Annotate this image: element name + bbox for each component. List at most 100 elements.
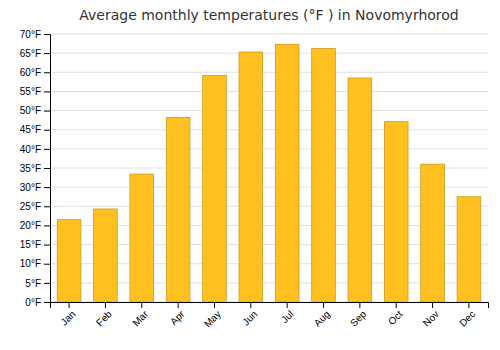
tick-mark xyxy=(323,302,324,308)
tick-mark xyxy=(44,168,50,169)
tick-mark xyxy=(44,283,50,284)
tick-mark xyxy=(178,302,179,308)
plot-area xyxy=(57,44,480,302)
x-tick: Nov xyxy=(421,302,441,329)
tick-label: 20°F xyxy=(20,220,41,231)
y-tick: 15°F xyxy=(20,239,50,250)
bar xyxy=(421,164,445,302)
tick-mark xyxy=(141,302,142,308)
tick-mark xyxy=(250,302,251,308)
y-tick: 35°F xyxy=(20,163,50,174)
y-tick: 55°F xyxy=(20,86,50,97)
y-tick: 0°F xyxy=(25,297,50,308)
tick-mark xyxy=(44,130,50,131)
bar xyxy=(384,122,408,302)
tick-mark xyxy=(468,302,469,308)
tick-label: Dec xyxy=(457,308,477,328)
grid-line xyxy=(50,34,488,35)
tick-label: 55°F xyxy=(20,86,41,97)
tick-label: 70°F xyxy=(20,29,41,40)
tick-mark xyxy=(287,302,288,308)
tick-label: 5°F xyxy=(25,278,41,289)
x-tick: Apr xyxy=(168,302,187,327)
tick-mark xyxy=(44,34,50,35)
tick-mark xyxy=(44,187,50,188)
y-tick: 70°F xyxy=(20,29,50,40)
x-tick: Jul xyxy=(279,302,296,325)
tick-label: May xyxy=(202,308,223,329)
tick-label: 10°F xyxy=(20,258,41,269)
tick-label: 45°F xyxy=(20,124,41,135)
tick-label: 50°F xyxy=(20,105,41,116)
tick-mark xyxy=(44,225,50,226)
tick-label: Jul xyxy=(279,308,296,325)
chart: 0°F 5°F 10°F 15°F 20°F 25°F 30°F 35°F 40°F 45°F 50… xyxy=(0,0,500,350)
bar xyxy=(457,197,481,302)
tick-label: 65°F xyxy=(20,48,41,59)
y-tick: 45°F xyxy=(20,124,50,135)
bar xyxy=(130,174,154,302)
tick-label: 25°F xyxy=(20,201,41,212)
tick-label: Apr xyxy=(168,308,187,327)
tick-label: Oct xyxy=(386,308,405,327)
y-tick: 10°F xyxy=(20,258,50,269)
grid-line xyxy=(50,148,488,149)
bar xyxy=(94,209,118,302)
x-tick: Aug xyxy=(312,302,332,329)
y-tick: 30°F xyxy=(20,182,50,193)
x-tick: Oct xyxy=(386,302,405,327)
axis-line xyxy=(51,303,489,309)
title: Average monthly temperatures (°F ) in No… xyxy=(79,7,459,23)
x-tick: Sep xyxy=(348,302,369,329)
tick-mark xyxy=(69,302,70,308)
y-tick: 65°F xyxy=(20,48,50,59)
y-tick: 40°F xyxy=(20,144,50,155)
tick-mark xyxy=(359,302,360,308)
tick-label: Jun xyxy=(240,308,259,327)
tick-mark xyxy=(44,72,50,73)
x-tick: May xyxy=(202,302,223,330)
tick-mark xyxy=(44,53,50,54)
tick-label: 60°F xyxy=(20,67,41,78)
x-tick: Dec xyxy=(457,302,477,329)
tick-mark xyxy=(105,302,106,308)
bar xyxy=(312,49,336,302)
tick-mark xyxy=(432,302,433,308)
y-tick: 50°F xyxy=(20,105,50,116)
tick-mark xyxy=(44,302,50,303)
tick-mark xyxy=(44,206,50,207)
grid-line xyxy=(50,129,488,130)
x-tick: Jan xyxy=(58,302,77,328)
bar xyxy=(166,117,190,302)
tick-label: Sep xyxy=(348,308,369,329)
grid-line xyxy=(50,110,488,111)
tick-label: 30°F xyxy=(20,182,41,193)
grid-line xyxy=(50,53,488,54)
bar xyxy=(275,44,299,302)
bar xyxy=(239,52,263,302)
tick-label: Mar xyxy=(130,308,150,328)
tick-mark xyxy=(44,149,50,150)
grid xyxy=(50,34,488,302)
tick-label: Jan xyxy=(58,308,77,327)
tick-mark xyxy=(44,245,50,246)
bar xyxy=(203,75,227,302)
tick-label: Nov xyxy=(421,308,441,328)
y-tick: 20°F xyxy=(20,220,50,231)
tick-mark xyxy=(44,91,50,92)
tick-mark xyxy=(214,302,215,308)
tick-label: 15°F xyxy=(20,239,41,250)
bar xyxy=(57,220,81,302)
x-axis: Jan Feb Mar Apr May Jun Jul Aug Sep Oct Nov Dec xyxy=(51,302,489,330)
x-tick: Feb xyxy=(94,302,114,328)
tick-label: Aug xyxy=(312,308,332,328)
y-axis: 0°F 5°F 10°F 15°F 20°F 25°F 30°F 35°F 40°F 45°F 50… xyxy=(20,29,51,308)
tick-mark xyxy=(396,302,397,308)
x-tick: Jun xyxy=(240,302,259,328)
tick-mark xyxy=(44,111,50,112)
y-tick: 60°F xyxy=(20,67,50,78)
y-tick: 25°F xyxy=(20,201,50,212)
tick-label: 40°F xyxy=(20,144,41,155)
tick-mark xyxy=(44,264,50,265)
grid-line xyxy=(50,91,488,92)
